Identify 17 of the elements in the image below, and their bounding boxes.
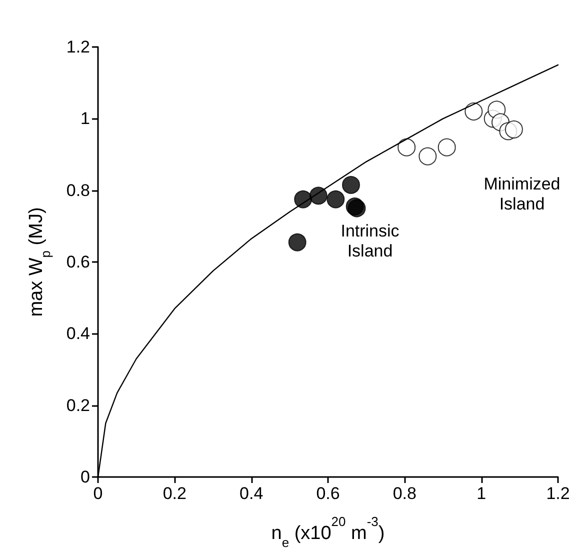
x-tick-label: 0 [93,484,103,503]
y-tick-label: 1 [80,109,90,128]
y-tick-label: 0.4 [66,324,90,344]
y-tick-label: 1.2 [66,38,90,56]
y-tick-label: 0.6 [66,252,90,272]
annotation: Minimized Island [484,174,560,214]
annotation: Intrinsic Island [340,222,400,260]
y-tick-label: 0.8 [66,180,90,200]
x-tick-label: 1 [476,484,486,503]
x-tick-label: 0.4 [240,484,264,503]
x-tick-label: 0.2 [162,484,186,503]
y-axis-title: max Wp (MJ) [26,207,53,317]
y-tick-label: 0.2 [66,396,90,415]
x-tick-label: 0.6 [316,484,340,503]
x-tick-label: 1.2 [546,484,570,503]
x-tick-label: 0.8 [392,484,416,503]
y-tick-label: 0 [80,468,90,486]
